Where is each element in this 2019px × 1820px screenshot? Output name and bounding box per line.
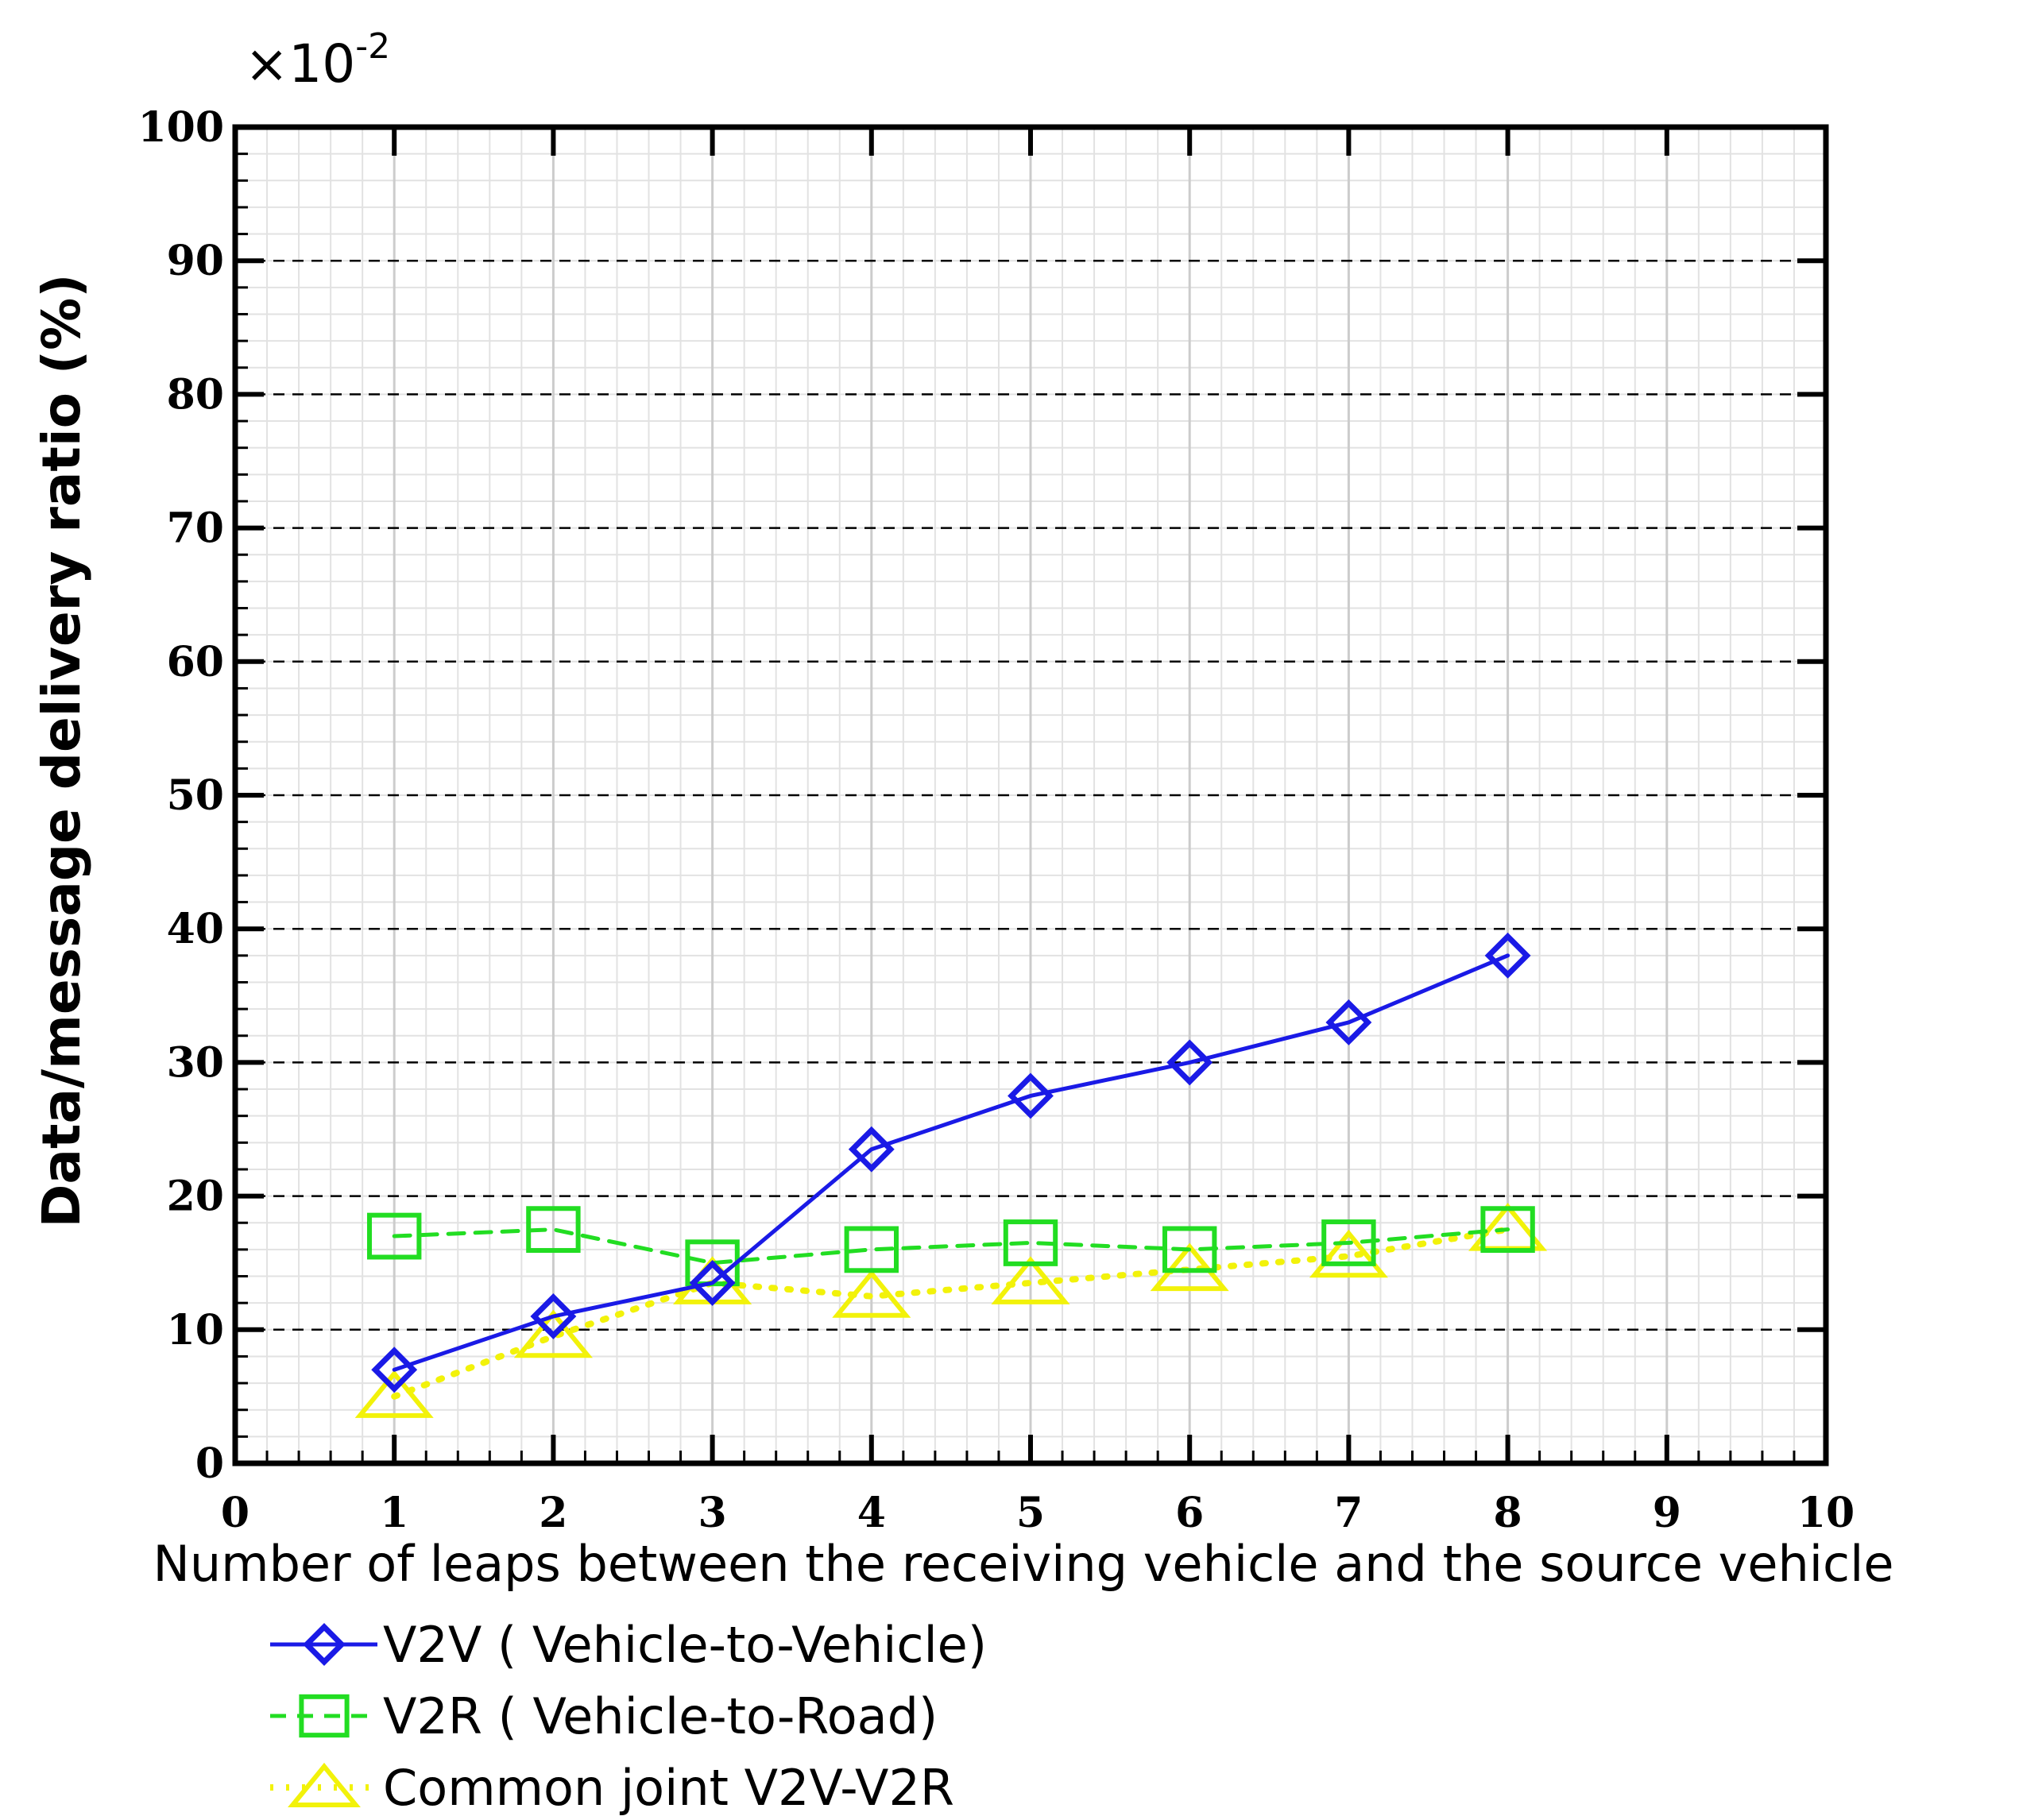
data-point-triangle xyxy=(1309,1229,1388,1278)
x-tick-label: 3 xyxy=(698,1489,727,1537)
major-grid xyxy=(235,127,1826,1463)
data-point-square xyxy=(1480,1206,1535,1254)
y-tick-label: 100 xyxy=(137,103,224,152)
legend: V2V ( Vehicle-to-Vehicle) V2R ( Vehicle-t… xyxy=(270,1616,987,1817)
data-point-square xyxy=(844,1226,899,1273)
x-tick-label: 1 xyxy=(380,1489,408,1537)
data-point-diamond xyxy=(1484,932,1531,979)
x-tick-label: 2 xyxy=(539,1489,567,1537)
x-tick-label: 7 xyxy=(1334,1489,1363,1537)
y-tick-label: 10 xyxy=(167,1306,224,1354)
data-point-triangle xyxy=(513,1309,593,1358)
x-tick-label: 9 xyxy=(1653,1489,1681,1537)
legend-marker-square xyxy=(299,1694,350,1738)
data-point-diamond xyxy=(371,1347,418,1393)
legend-label: V2V ( Vehicle-to-Vehicle) xyxy=(383,1616,987,1674)
y-tick-label: 30 xyxy=(167,1038,224,1087)
series-line xyxy=(392,953,1510,1372)
data-point-square xyxy=(367,1212,422,1260)
scale-multiplier-base: ×10 xyxy=(245,33,355,95)
legend-item: V2R ( Vehicle-to-Road) xyxy=(270,1687,938,1745)
data-point-diamond xyxy=(1166,1039,1213,1086)
data-point-diamond xyxy=(689,1259,736,1306)
legend-item: Common joint V2V-V2R xyxy=(270,1759,954,1817)
y-tick-label: 70 xyxy=(167,504,224,553)
y-tick-label: 20 xyxy=(167,1173,224,1221)
y-tick-label: 50 xyxy=(167,771,224,820)
y-tick-label: 90 xyxy=(167,237,224,285)
data-point-diamond xyxy=(848,1126,895,1173)
series-line xyxy=(391,1226,1511,1400)
data-point-square xyxy=(1321,1219,1376,1266)
series-diamond xyxy=(371,932,1531,1393)
x-axis-label: Number of leaps between the receiving ve… xyxy=(153,1535,1894,1593)
data-point-triangle xyxy=(991,1256,1070,1304)
scale-multiplier: ×10-2 xyxy=(245,26,390,95)
y-tick-label: 80 xyxy=(167,370,224,419)
data-point-triangle xyxy=(1150,1242,1229,1292)
data-point-diamond xyxy=(1008,1072,1054,1119)
x-tick-label: 8 xyxy=(1494,1489,1522,1537)
data-point-diamond xyxy=(530,1293,577,1339)
data-point-square xyxy=(526,1206,581,1254)
y-tick-label: 40 xyxy=(167,905,224,953)
data-point-triangle xyxy=(354,1370,434,1418)
legend-item: V2V ( Vehicle-to-Vehicle) xyxy=(270,1616,987,1674)
x-axis-ticks: 0 1 2 3 4 5 6 7 8 9 10 xyxy=(221,127,1855,1537)
data-point-square xyxy=(1003,1219,1058,1266)
series-layer xyxy=(354,932,1548,1418)
data-point-square xyxy=(1162,1226,1217,1273)
y-tick-label: 0 xyxy=(195,1439,224,1488)
series-square xyxy=(367,1206,1535,1287)
legend-marker-triangle xyxy=(288,1762,361,1807)
data-point-triangle xyxy=(832,1269,911,1318)
x-tick-label: 6 xyxy=(1175,1489,1204,1537)
x-tick-label: 0 xyxy=(221,1489,249,1537)
x-tick-label: 5 xyxy=(1016,1489,1045,1537)
y-tick-label: 60 xyxy=(167,638,224,686)
y-axis-label: Data/message delivery ratio (%) xyxy=(31,274,92,1228)
data-point-diamond xyxy=(1325,999,1372,1045)
legend-label: V2R ( Vehicle-to-Road) xyxy=(383,1687,938,1745)
x-tick-label: 10 xyxy=(1797,1489,1855,1537)
scale-multiplier-exponent: -2 xyxy=(355,26,390,67)
legend-label: Common joint V2V-V2R xyxy=(383,1759,954,1817)
x-tick-label: 4 xyxy=(857,1489,886,1537)
legend-marker-diamond xyxy=(303,1623,346,1666)
y-axis-ticks: 0 10 20 30 40 50 60 70 80 90 100 xyxy=(137,103,1826,1488)
